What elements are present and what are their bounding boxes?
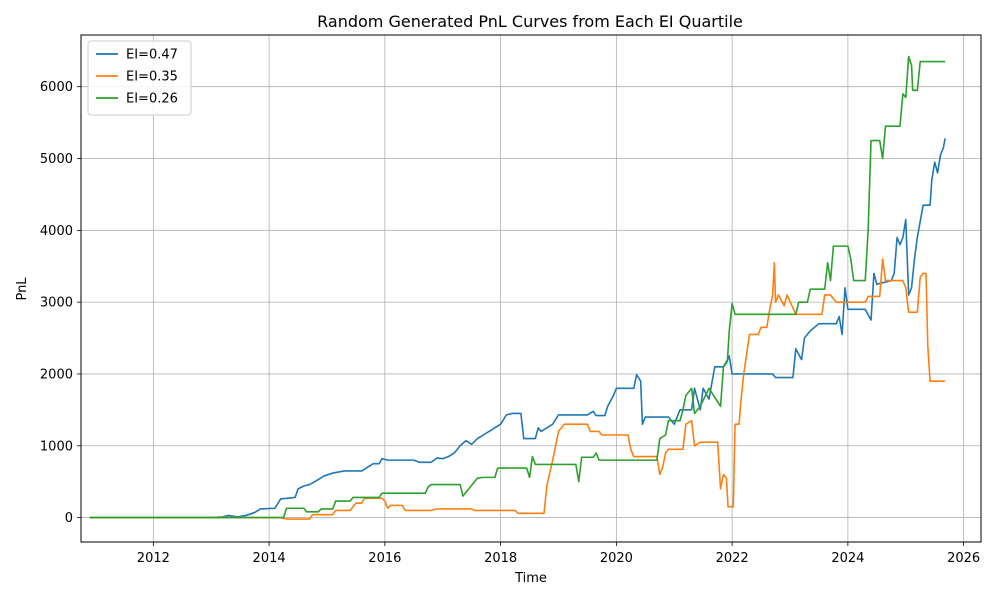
- x-tick-label: 2018: [484, 551, 517, 566]
- legend-label-3: EI=0.26: [126, 92, 178, 107]
- y-tick-label: 5000: [40, 152, 73, 167]
- legend-box: [87, 40, 192, 116]
- y-tick-label: 6000: [40, 80, 73, 95]
- axis-ticks: 2012 2014 2016 2018 2020 2022 2024 2026 0 1000 200…: [40, 80, 980, 566]
- x-tick-label: 2012: [137, 551, 170, 566]
- legend-label-1: EI=0.47: [126, 48, 178, 63]
- x-tick-label: 2022: [716, 551, 749, 566]
- plot-frame: [80, 34, 982, 543]
- series-line-2: [89, 258, 946, 520]
- y-tick-label: 0: [65, 511, 73, 526]
- x-tick-label: 2014: [253, 551, 286, 566]
- y-axis-title: PnL: [15, 277, 30, 301]
- y-tick-label: 1000: [40, 439, 73, 454]
- y-tick-label: 3000: [40, 296, 73, 311]
- x-axis-title: Time: [514, 571, 547, 586]
- series-line-1: [89, 138, 946, 519]
- y-tick-label: 2000: [40, 367, 73, 382]
- chart-title: Random Generated PnL Curves from Each EI…: [317, 12, 743, 31]
- x-tick-label: 2024: [831, 551, 864, 566]
- x-tick-label: 2020: [600, 551, 633, 566]
- series-lines: [89, 55, 946, 520]
- y-tick-label: 4000: [40, 224, 73, 239]
- x-tick-label: 2016: [368, 551, 401, 566]
- legend-label-2: EI=0.35: [126, 70, 178, 85]
- series-line-3: [89, 55, 946, 519]
- x-tick-label: 2026: [947, 551, 980, 566]
- legend: EI=0.47 EI=0.35 EI=0.26: [87, 40, 192, 116]
